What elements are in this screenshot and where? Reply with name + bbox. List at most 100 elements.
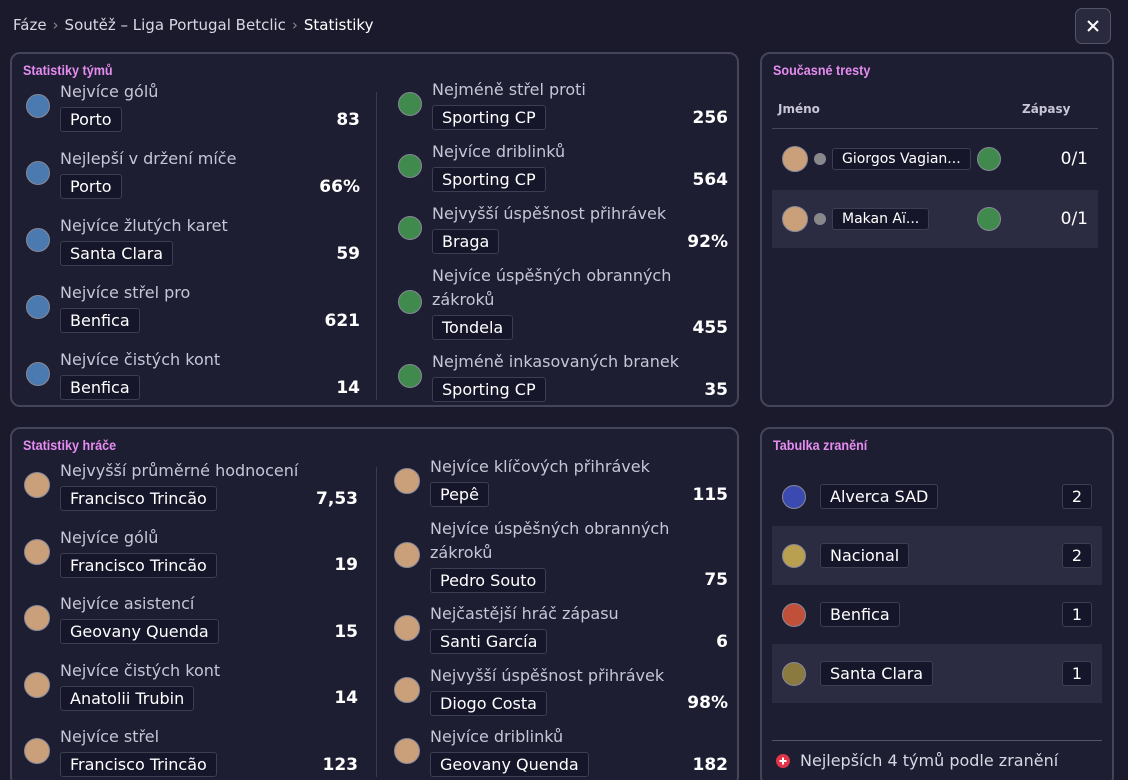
name-pill: Geovany Quenda — [430, 752, 589, 777]
stat-content: Nejvíce čistých kont Anatolii Trubin 14 — [60, 659, 358, 711]
stat-label: Nejvíce driblinků — [430, 727, 564, 746]
avatar — [394, 676, 420, 703]
stat-value: 66% — [319, 176, 360, 197]
stat-value: 6 — [716, 631, 728, 652]
stat-value: 115 — [692, 484, 729, 505]
stat-content: Nejvíce driblinků Geovany Quenda 182 — [430, 725, 728, 777]
footer-rule — [772, 740, 1102, 741]
crest — [976, 207, 1001, 231]
crest — [976, 147, 1001, 171]
matches: 0/1 — [1060, 209, 1088, 229]
crest — [398, 364, 422, 388]
avatar — [394, 468, 420, 494]
player-stats-panel: Statistiky hráče Nejvyšší průměrné hodno… — [10, 427, 739, 780]
stat-value: 15 — [334, 621, 358, 642]
crest — [26, 94, 50, 118]
name-pill: Sporting CP — [432, 105, 546, 130]
team-pill: Nacional — [820, 543, 910, 568]
column: Nejvyšší průměrné hodnocení Francisco Tri… — [24, 459, 358, 777]
crest — [782, 484, 806, 509]
stat-content: Nejvíce gólů Francisco Trincão 19 — [60, 526, 358, 578]
stat-row: Pepê 115 — [430, 482, 728, 507]
crest — [782, 602, 806, 627]
crest — [26, 228, 50, 252]
stat-content: Nejvíce střel pro Benfica 621 — [60, 281, 360, 333]
injuries-panel: Tabulka zranění Alverca SAD 2 Nacional 2 Ben… — [760, 427, 1114, 780]
stat-label: Nejvíce gólů — [60, 527, 159, 547]
add-icon — [776, 753, 790, 768]
stat-item: Nejvíce driblinků Geovany Quenda 182 — [394, 725, 728, 777]
team-pill: Benfica — [820, 602, 900, 627]
stat-value: 14 — [334, 688, 358, 708]
stat-item: Nejvíce úspěšných obranných zákroků Tonde… — [398, 264, 728, 340]
team-pill: Alverca SAD — [820, 484, 939, 509]
stat-label: Nejvíce asistencí — [60, 594, 195, 613]
stat-value: 564 — [692, 169, 729, 190]
name-pill: Benfica — [60, 308, 140, 333]
close-button[interactable] — [1075, 8, 1111, 44]
penalties-panel: Současné tresty Jméno Zápasy Giorgos Vag… — [760, 52, 1114, 407]
stat-item: Nejvíce střel pro Benfica 621 — [26, 281, 360, 333]
injury-count: 1 — [1061, 661, 1092, 686]
column: Nejvíce gólů Porto 83 Nejlepší v držení míč… — [26, 80, 360, 400]
stat-content: Nejvíce úspěšných obranných zákroků Pedro… — [430, 517, 728, 593]
stat-content: Nejvíce úspěšných obranných zákroků Tonde… — [432, 264, 728, 340]
name-pill: Tondela — [432, 315, 514, 340]
stat-value: 7,53 — [316, 488, 358, 509]
stat-item: Nejvíce driblinků Sporting CP 564 — [398, 140, 728, 192]
divider — [376, 92, 377, 400]
stat-row: Anatolii Trubin 14 — [60, 685, 358, 711]
stat-item: Nejlepší v držení míče Porto 66% — [26, 147, 360, 199]
crumb[interactable]: Soutěž – Liga Portugal Betclic — [64, 16, 286, 34]
crest — [26, 362, 50, 386]
column: Nejvíce klíčových přihrávek Pepê 115 Nejvíc… — [394, 455, 728, 777]
stat-item: Nejvíce úspěšných obranných zákroků Pedro… — [394, 517, 728, 593]
avatar — [24, 738, 50, 764]
stat-label: Nejvyšší úspěšnost přihrávek — [432, 204, 667, 223]
stat-content: Nejlepší v držení míče Porto 66% — [60, 147, 360, 199]
stat-item: Nejvyšší úspěšnost přihrávek Diogo Costa 9… — [394, 664, 728, 716]
stat-value: 59 — [336, 243, 360, 264]
stat-content: Nejvíce klíčových přihrávek Pepê 115 — [430, 455, 728, 507]
breadcrumb: Fáze › Soutěž – Liga Portugal Betclic › St… — [13, 16, 374, 34]
stat-row: Santa Clara 59 — [60, 241, 360, 266]
stat-row: Sporting CP 35 — [432, 377, 728, 402]
stat-label: Nejvíce střel — [60, 727, 160, 746]
stat-item: Nejvíce klíčových přihrávek Pepê 115 — [394, 455, 728, 507]
crest — [398, 216, 422, 240]
panel-title: Statistiky hráče — [23, 437, 117, 453]
stat-content: Nejméně střel proti Sporting CP 256 — [432, 78, 728, 130]
name-pill: Benfica — [60, 375, 140, 400]
stat-label: Nejvyšší úspěšnost přihrávek — [430, 665, 665, 685]
crest — [398, 92, 422, 116]
stat-value: 123 — [322, 754, 359, 775]
name-pill: Pepê — [430, 482, 489, 507]
name-pill: Braga — [432, 229, 500, 254]
stat-content: Nejvíce žlutých karet Santa Clara 59 — [60, 214, 360, 266]
stat-row: Geovany Quenda 15 — [60, 619, 358, 644]
crest — [398, 290, 422, 314]
stat-label: Nejvíce čistých kont — [60, 350, 221, 369]
stat-label: Nejvíce čistých kont — [60, 660, 221, 680]
divider — [376, 467, 377, 777]
name-pill: Francisco Trincão — [60, 486, 217, 511]
avatar — [782, 206, 808, 232]
stat-row: Tondela 455 — [432, 315, 728, 340]
status-icon — [814, 153, 826, 165]
stat-item: Nejvyšší úspěšnost přihrávek Braga 92% — [398, 202, 728, 254]
team-stats-panel: Statistiky týmů Nejvíce gólů Porto 83 Nejle… — [10, 52, 739, 407]
stat-value: 455 — [692, 317, 729, 338]
avatar — [394, 738, 420, 764]
name-pill: Porto — [60, 107, 122, 132]
crest — [398, 154, 422, 178]
injury-row: Alverca SAD 2 — [772, 467, 1102, 526]
injury-row: Benfica 1 — [772, 585, 1102, 644]
crumb[interactable]: Fáze — [13, 16, 47, 34]
crest — [782, 543, 806, 568]
stat-label: Nejčastější hráč zápasu — [430, 604, 619, 623]
avatar — [394, 615, 420, 641]
injury-count: 2 — [1061, 543, 1092, 568]
stat-item: Nejméně střel proti Sporting CP 256 — [398, 78, 728, 130]
player-pill: Makan Aï... — [832, 208, 930, 230]
name-pill: Porto — [60, 174, 122, 199]
